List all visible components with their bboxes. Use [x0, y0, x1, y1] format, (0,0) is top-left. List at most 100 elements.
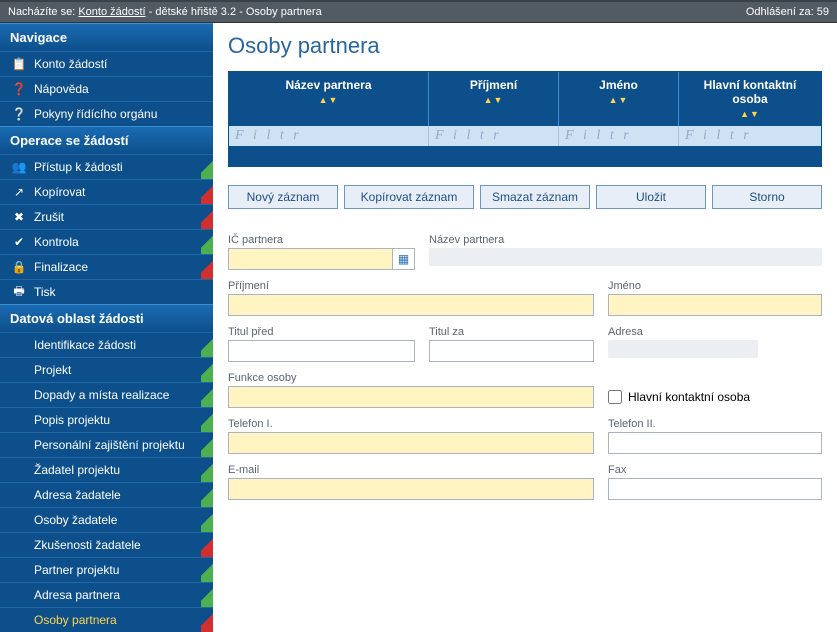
input-tel2[interactable]: [608, 432, 822, 454]
input-jmeno[interactable]: [608, 294, 822, 316]
stripe-indicator: [201, 180, 213, 204]
label-funkce: Funkce osoby: [228, 372, 594, 384]
sidebar-item-identifikace-dosti[interactable]: Identifikace žádosti: [0, 332, 213, 357]
nav-label: Osoby partnera: [34, 613, 117, 627]
input-funkce[interactable]: [228, 386, 594, 408]
sidebar-item-konto-dost-[interactable]: 📋Konto žádostí: [0, 51, 213, 76]
button-row: Nový záznam Kopírovat záznam Smazat zázn…: [228, 185, 822, 209]
filter-prijmeni[interactable]: F i l t r: [429, 126, 559, 146]
grid-col-prijmeni[interactable]: Příjmení▲▼: [429, 72, 559, 126]
sidebar-item-adresa-adatele[interactable]: Adresa žadatele: [0, 482, 213, 507]
stripe-indicator: [201, 558, 213, 582]
section-datova: Datová oblast žádosti: [0, 304, 213, 332]
cancel-button[interactable]: Storno: [712, 185, 822, 209]
nav-label: Identifikace žádosti: [34, 338, 136, 352]
lookup-ic-button[interactable]: ▦: [393, 248, 415, 270]
stripe-indicator: [201, 255, 213, 279]
nav-label: Tisk: [34, 285, 56, 299]
nav-icon: 🖶: [12, 285, 26, 299]
stripe-indicator: [201, 230, 213, 254]
label-ic: IČ partnera: [228, 234, 415, 246]
label-titulza: Titul za: [429, 326, 594, 338]
nav-label: Pokyny řídícího orgánu: [34, 107, 157, 121]
nav-label: Popis projektu: [34, 413, 110, 427]
main-content: Osoby partnera Název partnera▲▼ Příjmení…: [213, 23, 837, 632]
sidebar-item-kontrola[interactable]: ✔Kontrola: [0, 229, 213, 254]
sidebar-item-pokyny-d-c-ho-org-nu[interactable]: ❔ Pokyny řídícího orgánu: [0, 101, 213, 126]
checkbox-hko[interactable]: [608, 390, 622, 404]
nav-label: Kontrola: [34, 235, 79, 249]
sidebar-item-tisk[interactable]: 🖶 Tisk: [0, 279, 213, 304]
delete-button[interactable]: Smazat záznam: [480, 185, 590, 209]
readonly-adresa: [608, 340, 758, 358]
grid-col-hko[interactable]: Hlavní kontaktní osoba▲▼: [679, 72, 821, 126]
sidebar-item-partner-projektu[interactable]: Partner projektu: [0, 557, 213, 582]
readonly-nazev: [429, 248, 822, 266]
save-button[interactable]: Uložit: [596, 185, 706, 209]
sidebar-item-osoby-adatele[interactable]: Osoby žadatele: [0, 507, 213, 532]
breadcrumb-suffix: - dětské hřiště 3.2 - Osoby partnera: [149, 6, 322, 18]
page-title: Osoby partnera: [228, 33, 822, 59]
input-fax[interactable]: [608, 478, 822, 500]
label-email: E-mail: [228, 464, 594, 476]
filter-hko[interactable]: F i l t r: [679, 126, 821, 146]
input-titulpred[interactable]: [228, 340, 415, 362]
nav-icon: ❔: [12, 107, 26, 121]
nav-icon: 👥: [12, 160, 26, 174]
input-prijmeni[interactable]: [228, 294, 594, 316]
filter-nazev[interactable]: F i l t r: [229, 126, 429, 146]
nav-label: Adresa žadatele: [34, 488, 121, 502]
stripe-indicator: [201, 533, 213, 557]
stripe-indicator: [201, 583, 213, 607]
grid-col-jmeno[interactable]: Jméno▲▼: [559, 72, 679, 126]
nav-icon: ❓: [12, 82, 26, 96]
filter-jmeno[interactable]: F i l t r: [559, 126, 679, 146]
logout-timer: Odhlášení za: 59: [746, 6, 829, 18]
nav-label: Projekt: [34, 363, 71, 377]
sidebar-item-finalizace[interactable]: 🔒Finalizace: [0, 254, 213, 279]
nav-label: Přístup k žádosti: [34, 160, 123, 174]
stripe-indicator: [201, 408, 213, 432]
label-adresa: Adresa: [608, 326, 822, 338]
stripe-indicator: [201, 358, 213, 382]
stripe-indicator: [201, 383, 213, 407]
stripe-indicator: [201, 483, 213, 507]
label-titulpred: Titul před: [228, 326, 415, 338]
sidebar-item-kop-rovat[interactable]: ↗Kopírovat: [0, 179, 213, 204]
sidebar-item--adatel-projektu[interactable]: Žadatel projektu: [0, 457, 213, 482]
sidebar-item-zru-it[interactable]: ✖Zrušit: [0, 204, 213, 229]
breadcrumb-link[interactable]: Konto žádostí: [78, 6, 145, 18]
sidebar-item-zku-enosti-adatele[interactable]: Zkušenosti žadatele: [0, 532, 213, 557]
copy-button[interactable]: Kopírovat záznam: [344, 185, 474, 209]
breadcrumb-prefix: Nacházíte se:: [8, 6, 78, 18]
sidebar-item-projekt[interactable]: Projekt: [0, 357, 213, 382]
nav-label: Nápověda: [34, 82, 89, 96]
input-email[interactable]: [228, 478, 594, 500]
sidebar-item-osoby-partnera[interactable]: Osoby partnera: [0, 607, 213, 632]
sidebar-item-n-pov-da[interactable]: ❓ Nápověda: [0, 76, 213, 101]
grid-empty-row: [229, 146, 821, 166]
nav-label: Dopady a místa realizace: [34, 388, 169, 402]
new-button[interactable]: Nový záznam: [228, 185, 338, 209]
sidebar-item-dopady-a-m-sta-realizace[interactable]: Dopady a místa realizace: [0, 382, 213, 407]
input-tel1[interactable]: [228, 432, 594, 454]
nav-label: Žadatel projektu: [34, 463, 120, 477]
grid-header: Název partnera▲▼ Příjmení▲▼ Jméno▲▼ Hlav…: [229, 72, 821, 126]
label-hko: Hlavní kontaktní osoba: [628, 390, 750, 404]
label-tel2: Telefon II.: [608, 418, 822, 430]
input-titulza[interactable]: [429, 340, 594, 362]
sidebar-item-person-ln-zaji-t-n-projektu[interactable]: Personální zajištění projektu: [0, 432, 213, 457]
nav-label: Zkušenosti žadatele: [34, 538, 141, 552]
section-navigace: Navigace: [0, 23, 213, 51]
sidebar: Navigace 📋Konto žádostí ❓ Nápověda ❔ Pokyny …: [0, 23, 213, 632]
label-jmeno: Jméno: [608, 280, 822, 292]
nav-label: Adresa partnera: [34, 588, 120, 602]
grid-col-nazev[interactable]: Název partnera▲▼: [229, 72, 429, 126]
input-ic[interactable]: [228, 248, 393, 270]
sidebar-item-popis-projektu[interactable]: Popis projektu: [0, 407, 213, 432]
sidebar-item-p-stup-k-dosti[interactable]: 👥 Přístup k žádosti: [0, 154, 213, 179]
nav-icon: 🔒: [12, 260, 26, 274]
nav-label: Zrušit: [34, 210, 64, 224]
section-operace: Operace se žádostí: [0, 126, 213, 154]
sidebar-item-adresa-partnera[interactable]: Adresa partnera: [0, 582, 213, 607]
